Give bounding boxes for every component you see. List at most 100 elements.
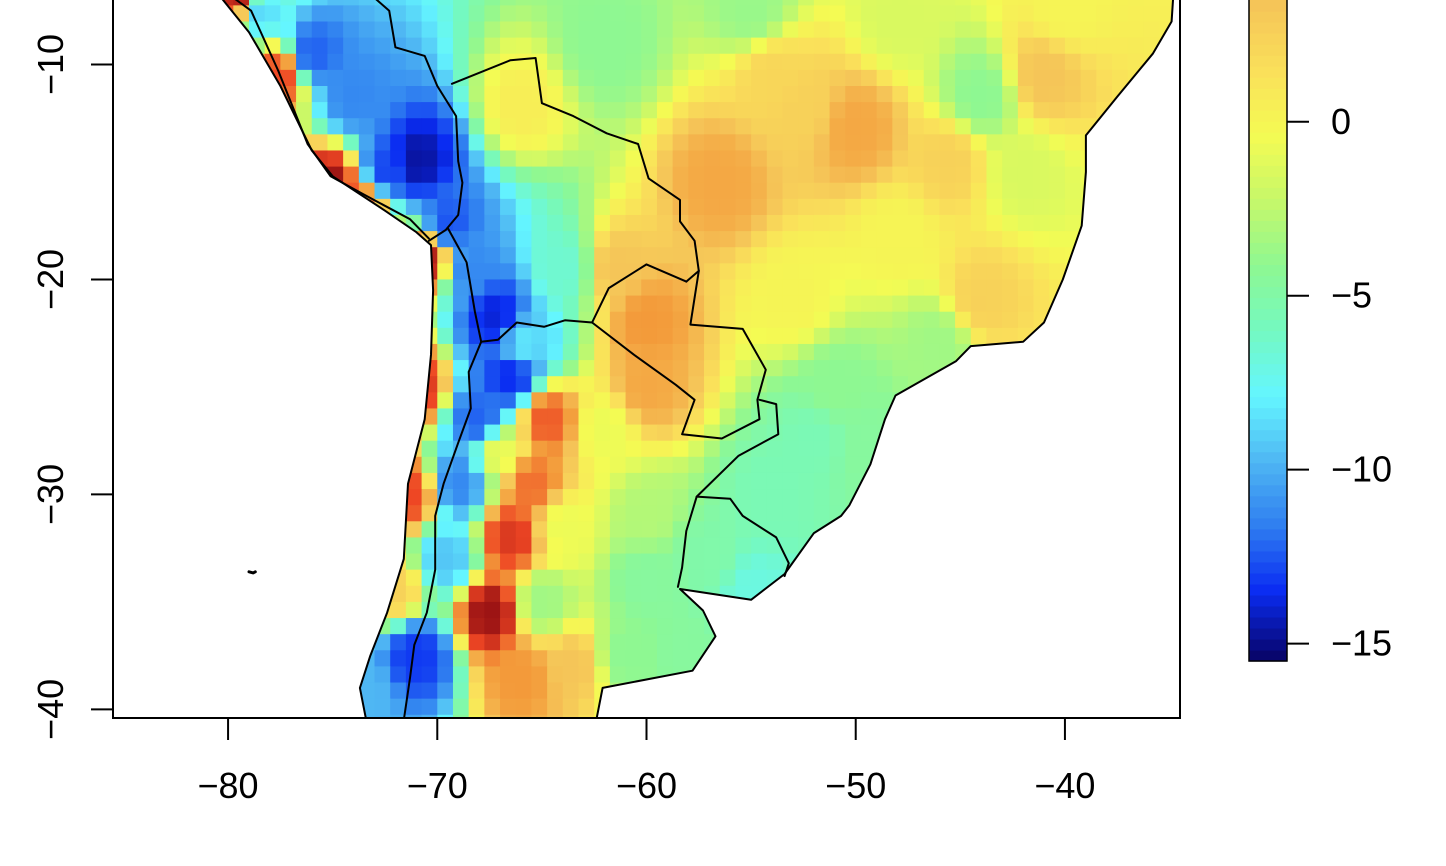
- heatmap-cell: [798, 682, 815, 700]
- heatmap-cell: [798, 472, 815, 490]
- heatmap-cell: [1064, 360, 1082, 377]
- heatmap-cell: [986, 118, 1003, 135]
- heatmap-cell: [735, 21, 752, 39]
- heatmap-cell: [829, 650, 846, 667]
- heatmap-cell: [374, 150, 391, 168]
- heatmap-cell: [500, 327, 517, 345]
- heatmap-cell: [264, 231, 281, 248]
- heatmap-cell: [735, 5, 752, 23]
- heatmap-cell: [311, 102, 329, 119]
- heatmap-cell: [845, 5, 862, 23]
- heatmap-cell: [311, 569, 329, 587]
- heatmap-cell: [327, 37, 344, 55]
- heatmap-cell: [578, 263, 595, 281]
- heatmap-cell: [452, 134, 470, 152]
- heatmap-cell: [203, 521, 219, 539]
- heatmap-cell: [892, 182, 909, 200]
- heatmap-cell: [876, 601, 893, 619]
- heatmap-cell: [1159, 569, 1174, 587]
- heatmap-cell: [390, 456, 407, 474]
- heatmap-cell: [939, 0, 956, 6]
- heatmap-cell: [1096, 650, 1113, 667]
- heatmap-cell: [860, 569, 878, 587]
- heatmap-cell: [358, 472, 376, 490]
- heatmap-cell: [656, 0, 674, 6]
- heatmap-cell: [656, 489, 674, 506]
- heatmap-cell: [562, 698, 580, 716]
- heatmap-cell: [625, 634, 642, 651]
- heatmap-cell: [452, 682, 470, 700]
- heatmap-cell: [594, 521, 611, 539]
- heatmap-cell: [562, 182, 580, 200]
- heatmap-cell: [437, 37, 454, 55]
- heatmap-cell: [813, 537, 831, 555]
- heatmap-cell: [829, 311, 846, 329]
- heatmap-cell: [1002, 698, 1019, 716]
- heatmap-cell: [1002, 585, 1019, 603]
- heatmap-cell: [515, 327, 533, 345]
- heatmap-cell: [1096, 585, 1113, 603]
- heatmap-cell: [892, 440, 909, 458]
- heatmap-cell: [672, 440, 689, 458]
- heatmap-cell: [484, 37, 501, 55]
- heatmap-cell: [672, 21, 689, 39]
- heatmap-cell: [484, 231, 501, 248]
- heatmap-cell: [751, 666, 768, 684]
- heatmap-cell: [656, 440, 674, 458]
- heatmap-cell: [437, 553, 454, 571]
- heatmap-cell: [1064, 569, 1082, 587]
- heatmap-cell: [688, 231, 705, 248]
- heatmap-cell: [264, 327, 281, 345]
- heatmap-cell: [405, 247, 423, 264]
- heatmap-cell: [264, 408, 281, 426]
- heatmap-cell: [452, 376, 470, 393]
- heatmap-cell: [1017, 472, 1035, 490]
- heatmap-cell: [1049, 134, 1066, 152]
- heatmap-cell: [311, 85, 329, 103]
- heatmap-cell: [876, 263, 893, 281]
- heatmap-cell: [233, 521, 250, 539]
- heatmap-cell: [578, 311, 595, 329]
- heatmap-cell: [1143, 650, 1160, 667]
- heatmap-cell: [562, 634, 580, 651]
- heatmap-cell: [923, 69, 940, 87]
- heatmap-cell: [531, 134, 548, 152]
- heatmap-cell: [1033, 247, 1050, 264]
- heatmap-cell: [390, 634, 407, 651]
- colorbar-band: [1249, 209, 1287, 221]
- heatmap-cell: [688, 440, 705, 458]
- heatmap-cell: [986, 392, 1003, 410]
- heatmap-cell: [594, 53, 611, 71]
- heatmap-cell: [908, 231, 925, 248]
- colorbar-band: [1249, 55, 1287, 67]
- heatmap-cell: [672, 634, 689, 651]
- heatmap-cell: [1080, 231, 1097, 248]
- heatmap-cell: [421, 714, 438, 718]
- heatmap-cell: [1096, 150, 1113, 168]
- heatmap-cell: [547, 37, 564, 55]
- heatmap-cell: [390, 698, 407, 716]
- colorbar-band: [1249, 110, 1287, 122]
- heatmap-cell: [735, 182, 752, 200]
- heatmap-cell: [421, 392, 438, 410]
- heatmap-cell: [735, 360, 752, 377]
- heatmap-cell: [248, 327, 266, 345]
- heatmap-cell: [970, 440, 988, 458]
- heatmap-cell: [688, 360, 705, 377]
- heatmap-cell: [374, 698, 391, 716]
- heatmap-cell: [609, 166, 627, 184]
- heatmap-cell: [531, 698, 548, 716]
- heatmap-cell: [845, 69, 862, 87]
- heatmap-cell: [217, 569, 234, 587]
- heatmap-cell: [343, 505, 360, 522]
- heatmap-cell: [358, 5, 376, 23]
- heatmap-cell: [656, 85, 674, 103]
- heatmap-cell: [203, 569, 219, 587]
- heatmap-cell: [1017, 666, 1035, 684]
- heatmap-cell: [876, 214, 893, 232]
- heatmap-cell: [908, 553, 925, 571]
- heatmap-cell: [1175, 489, 1191, 506]
- heatmap-cell: [641, 424, 658, 442]
- heatmap-cell: [970, 569, 988, 587]
- heatmap-cell: [970, 376, 988, 393]
